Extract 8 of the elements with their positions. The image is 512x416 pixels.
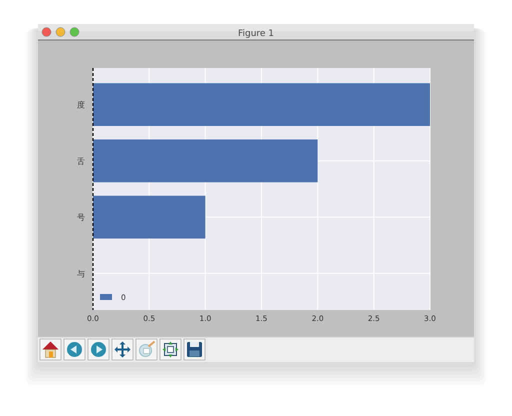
y-tick-label: 舌: [77, 156, 85, 166]
bar: [93, 196, 206, 239]
chart-title: Figure 1: [238, 29, 274, 39]
y-tick-label: 度: [77, 100, 85, 110]
y-tick-label: 与: [77, 269, 85, 278]
bar: [93, 83, 430, 126]
bar: [93, 139, 318, 182]
y-tick-label: 号: [77, 213, 85, 222]
